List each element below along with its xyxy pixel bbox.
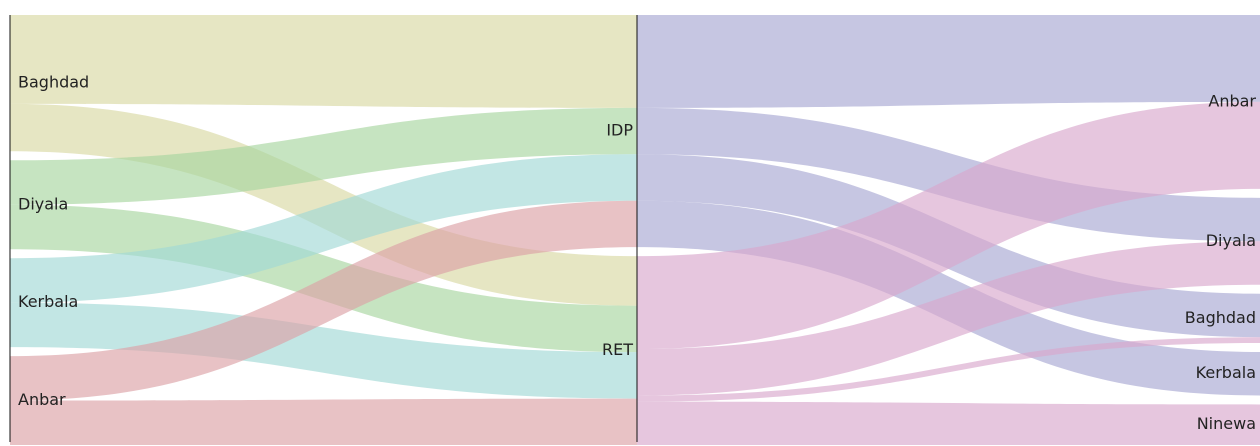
link-ret-to-anbar-d (637, 101, 1260, 350)
link-ret-to-baghdad-d (637, 337, 1260, 402)
link-kerbala-to-ret (10, 302, 637, 399)
node-label-kerbala-destination: Kerbala (1196, 363, 1256, 382)
node-label-diyala-destination: Diyala (1206, 231, 1256, 250)
link-ret-to-diyala-d (637, 241, 1260, 396)
link-anbar-to-ret (10, 398, 637, 445)
stage-axes (9, 15, 638, 442)
link-baghdad-to-idp (10, 15, 637, 108)
node-label-anbar-origin: Anbar (18, 390, 66, 409)
node-label-anbar-destination: Anbar (1208, 91, 1256, 110)
node-label-baghdad-origin: Baghdad (18, 73, 89, 92)
node-label-ret-status: RET (602, 340, 633, 359)
link-diyala-to-idp (10, 107, 637, 205)
link-kerbala-to-idp (10, 154, 637, 303)
link-idp-to-diyala-d (637, 107, 1260, 242)
node-label-idp-status: IDP (606, 121, 633, 140)
node-label-diyala-origin: Diyala (18, 194, 68, 213)
node-label-baghdad-destination: Baghdad (1185, 308, 1256, 327)
node-label-ninewa-destination: Ninewa (1197, 414, 1256, 433)
link-anbar-to-idp (10, 200, 637, 401)
flow-links (10, 15, 1260, 445)
link-idp-to-anbar-d (637, 15, 1260, 108)
node-labels: Baghdad Diyala Kerbala Anbar IDP RET Anbar Diya… (18, 73, 1256, 434)
node-label-kerbala-origin: Kerbala (18, 292, 78, 311)
link-ret-to-ninewa-d (637, 401, 1260, 445)
